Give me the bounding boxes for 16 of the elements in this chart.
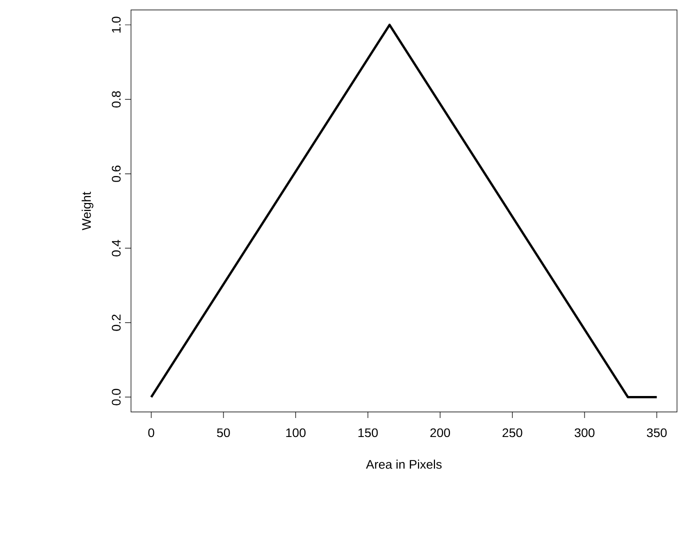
x-tick-label: 100 — [286, 428, 306, 438]
y-tick-label: 1.0 — [112, 16, 121, 33]
x-tick-label: 150 — [358, 428, 378, 438]
y-axis-title: Weight — [82, 192, 94, 230]
y-tick-label: 0.6 — [112, 166, 121, 182]
y-tick-label: 0.4 — [112, 240, 121, 256]
y-tick-label: 0.0 — [112, 388, 121, 406]
x-tick-label: 300 — [574, 428, 594, 438]
y-tick-label: 0.8 — [112, 91, 121, 108]
x-tick-label: 250 — [502, 428, 522, 438]
x-tick-label: 50 — [217, 428, 230, 438]
x-tick-label: 350 — [646, 428, 667, 438]
x-tick-label: 0 — [148, 428, 154, 438]
y-tick-label: 0.2 — [112, 314, 121, 331]
x-axis-title: Area in Pixels — [366, 460, 442, 469]
x-tick-label: 200 — [430, 428, 450, 438]
